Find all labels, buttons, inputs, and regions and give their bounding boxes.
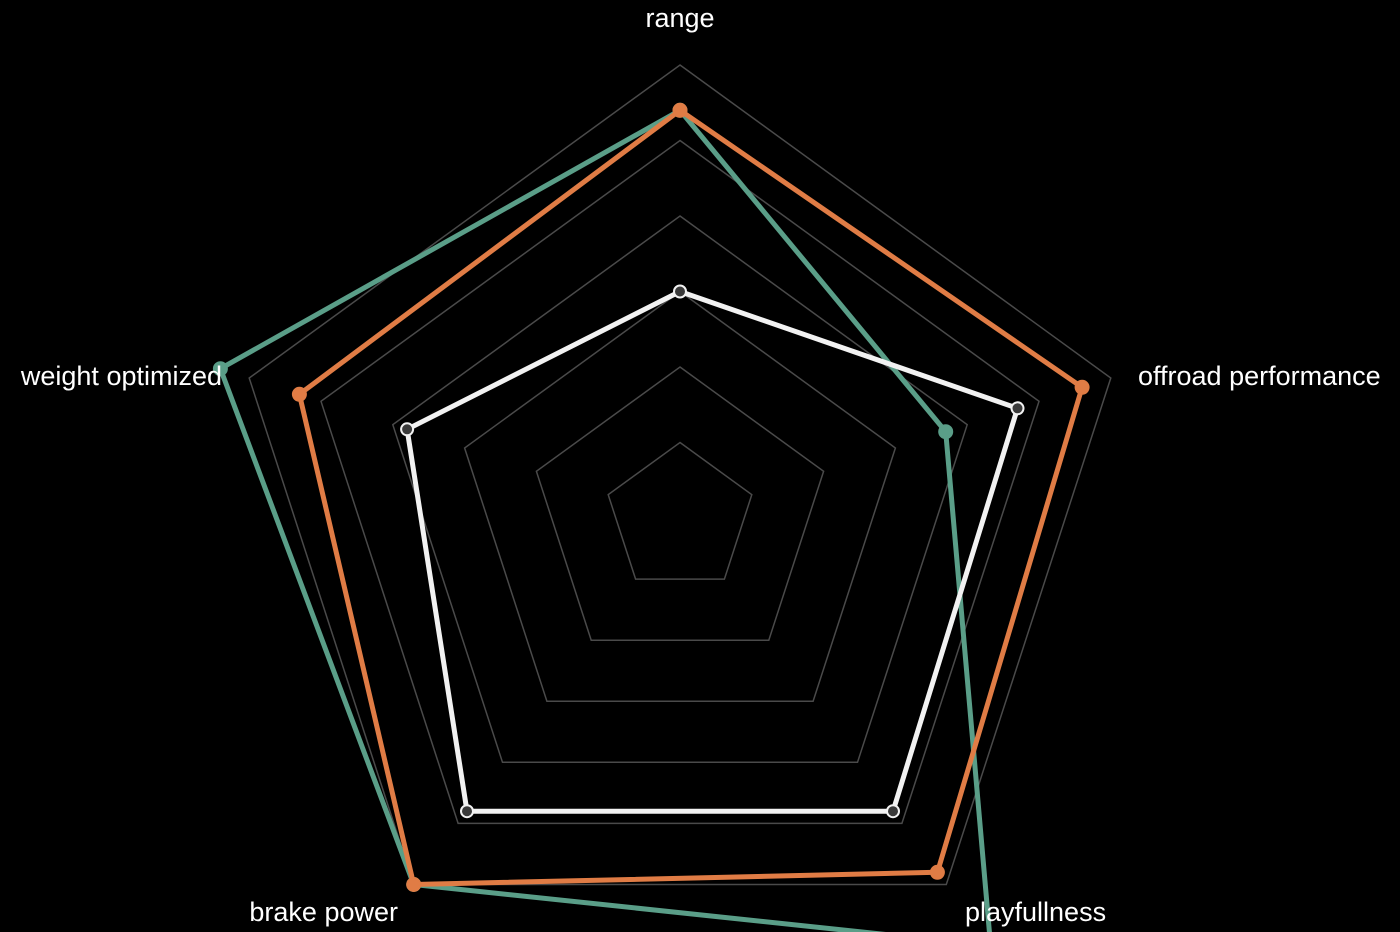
series-3: [400, 284, 1025, 819]
axis-label-weight-optimized: weight optimized: [20, 361, 222, 391]
axis-label-range: range: [645, 3, 714, 33]
grid-ring-6: [248, 64, 1112, 886]
grid: [248, 64, 1112, 886]
series-2-line: [296, 107, 1085, 887]
axis-labels: range offroad performance playfullness b…: [20, 3, 1381, 927]
series-1: [212, 102, 992, 932]
series-3-line: [404, 289, 1020, 814]
axis-label-playfullness: playfullness: [965, 897, 1106, 927]
grid-ring-2: [535, 366, 825, 641]
axis-label-brake-power: brake power: [249, 897, 398, 927]
series-2: [291, 102, 1090, 892]
grid-ring-5: [320, 139, 1040, 825]
series-3-point-2[interactable]: [886, 804, 900, 819]
series-layer: [212, 102, 1090, 932]
series-3-point-3[interactable]: [460, 804, 474, 819]
grid-ring-1: [607, 441, 753, 580]
series-3-point-0[interactable]: [673, 284, 687, 299]
series-1-line: [217, 107, 992, 932]
series-2-point-1[interactable]: [1074, 379, 1090, 395]
series-2-point-3[interactable]: [406, 877, 422, 892]
series-1-point-4[interactable]: [212, 361, 228, 377]
series-3-point-1[interactable]: [1010, 401, 1025, 416]
series-2-point-4[interactable]: [291, 386, 307, 402]
series-2-point-0[interactable]: [672, 102, 688, 118]
series-1-point-1[interactable]: [938, 424, 954, 440]
series-3-point-4[interactable]: [400, 422, 415, 437]
series-2-point-2[interactable]: [929, 864, 945, 880]
grid-ring-4: [391, 215, 969, 764]
axis-label-offroad-performance: offroad performance: [1138, 361, 1381, 391]
grid-ring-3: [463, 290, 897, 702]
